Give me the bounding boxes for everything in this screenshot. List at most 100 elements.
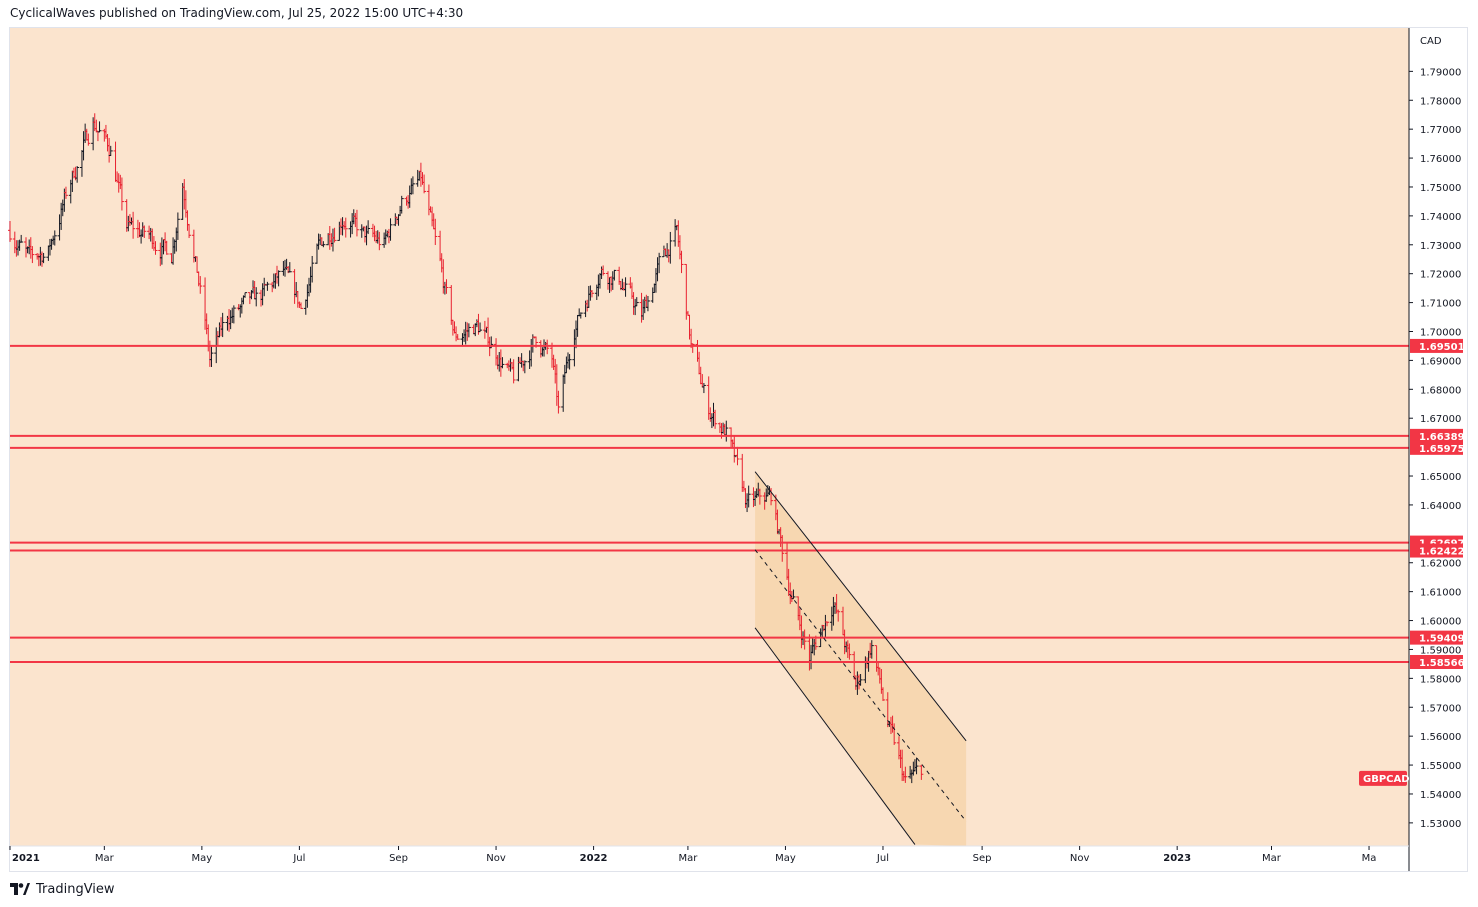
ohlc-bar <box>366 220 371 235</box>
ohlc-bar <box>164 240 169 255</box>
ohlc-bar <box>287 262 292 273</box>
channel-fill <box>755 471 967 846</box>
ohlc-bar <box>377 231 382 251</box>
price-tick-label: 1.65000 <box>1420 472 1461 483</box>
ohlc-bar <box>847 643 852 660</box>
time-tick-label: Mar <box>1262 853 1282 864</box>
price-tick-label: 1.75000 <box>1420 183 1461 194</box>
ohlc-bar <box>63 186 68 199</box>
symbol-label-text: GBPCAD <box>1363 774 1410 785</box>
ohlc-bar <box>41 252 46 264</box>
price-tick-label: 1.74000 <box>1420 212 1461 223</box>
ohlc-bar <box>455 334 460 340</box>
level-price-text: 1.66389 <box>1419 432 1465 443</box>
time-axis[interactable]: 2021 Mar May Jul Sep Nov 2022 Mar May Jul Sep Nov 20… <box>9 846 1377 864</box>
publish-info: CyclicalWaves published on TradingView.c… <box>10 6 464 20</box>
time-tick-label: 2022 <box>580 853 608 864</box>
price-tick-label: 1.71000 <box>1420 299 1461 310</box>
chart-frame[interactable] <box>9 27 1468 872</box>
ohlc-bar <box>52 230 57 246</box>
ohlc-bar <box>623 277 628 297</box>
time-tick-label: Jul <box>292 853 305 864</box>
level-price-box <box>1410 630 1463 645</box>
time-tick-label: Mar <box>678 853 698 864</box>
level-price-box <box>1410 338 1463 353</box>
ohlc-bar <box>321 241 326 248</box>
ohlc-bar <box>97 121 102 133</box>
level-price-box <box>1410 654 1463 669</box>
ohlc-bar <box>919 764 924 780</box>
channel-lower-line[interactable] <box>754 627 916 845</box>
time-tick-label: Ma <box>1362 853 1377 864</box>
price-tick-label: 1.54000 <box>1420 790 1461 801</box>
ohlc-bar <box>668 231 673 264</box>
ohlc-bar <box>75 166 80 183</box>
ohlc-bar <box>825 621 830 627</box>
ohlc-bar <box>142 225 147 238</box>
price-tick-label: 1.58000 <box>1420 674 1461 685</box>
time-tick-label: Mar <box>95 853 115 864</box>
ohlc-bar <box>131 211 136 239</box>
ohlc-bar <box>265 281 270 291</box>
tradingview-brand: TradingView <box>36 881 115 897</box>
price-tick-label: 1.78000 <box>1420 96 1461 107</box>
ohlc-bar <box>175 212 180 240</box>
time-tick-label: Nov <box>1070 853 1090 864</box>
ohlc-bar <box>657 252 662 274</box>
ohlc-bar <box>545 339 550 355</box>
ohlc-bar <box>612 269 617 281</box>
ohlc-bar <box>108 145 113 156</box>
ohlc-bar <box>19 234 24 243</box>
symbol-price-label: GBPCAD <box>1359 770 1410 786</box>
ohlc-bar <box>298 302 303 309</box>
ohlc-bar <box>86 133 91 146</box>
ohlc-bar <box>601 265 606 276</box>
price-tick-label: 1.57000 <box>1420 703 1461 714</box>
ohlc-bar <box>153 241 158 255</box>
ohlc-bar <box>914 757 919 775</box>
ohlc-bar <box>310 255 315 283</box>
price-tick-label: 1.67000 <box>1420 414 1461 425</box>
ohlc-bar <box>478 322 483 333</box>
price-tick-label: 1.61000 <box>1420 588 1461 599</box>
ohlc-bars <box>8 113 924 784</box>
ohlc-bar <box>254 287 259 307</box>
ohlc-bar <box>880 687 885 701</box>
price-tick-label: 1.77000 <box>1420 125 1461 136</box>
time-tick-label: May <box>775 853 796 864</box>
ohlc-bar <box>231 305 236 324</box>
price-tick-label: 1.76000 <box>1420 154 1461 165</box>
level-price-text: 1.65975 <box>1419 444 1465 455</box>
ohlc-bar <box>466 323 471 338</box>
ohlc-bar <box>522 360 527 374</box>
ohlc-bar <box>869 640 874 659</box>
plot-background <box>10 28 1409 846</box>
price-channel <box>754 471 967 845</box>
ohlc-bar <box>634 297 639 307</box>
price-axis[interactable]: 1.79000 1.78000 1.77000 1.76000 1.75000 1.740… <box>1409 67 1461 830</box>
ohlc-bar <box>903 766 908 783</box>
channel-mid-line[interactable] <box>754 549 967 822</box>
ohlc-bar <box>276 270 281 287</box>
ohlc-bar <box>858 673 863 686</box>
ohlc-bar <box>511 359 516 384</box>
time-tick-label: Sep <box>389 853 408 864</box>
price-tick-label: 1.62000 <box>1420 559 1461 570</box>
level-price-box <box>1410 543 1463 558</box>
ohlc-bar <box>332 227 337 243</box>
ohlc-bar <box>399 195 404 214</box>
horizontal-levels <box>10 344 1409 663</box>
price-tick-label: 1.53000 <box>1420 819 1461 830</box>
ohlc-bar <box>791 589 796 600</box>
ohlc-bar <box>645 296 650 312</box>
time-tick-label: Sep <box>973 853 992 864</box>
price-tick-label: 1.59000 <box>1420 645 1461 656</box>
ohlc-bar <box>713 409 718 429</box>
ohlc-bar <box>780 535 785 562</box>
price-tick-label: 1.69000 <box>1420 356 1461 367</box>
channel-upper-line[interactable] <box>754 471 967 742</box>
ohlc-bar <box>757 488 762 505</box>
ohlc-bar <box>198 276 203 294</box>
ohlc-bar <box>679 250 684 274</box>
